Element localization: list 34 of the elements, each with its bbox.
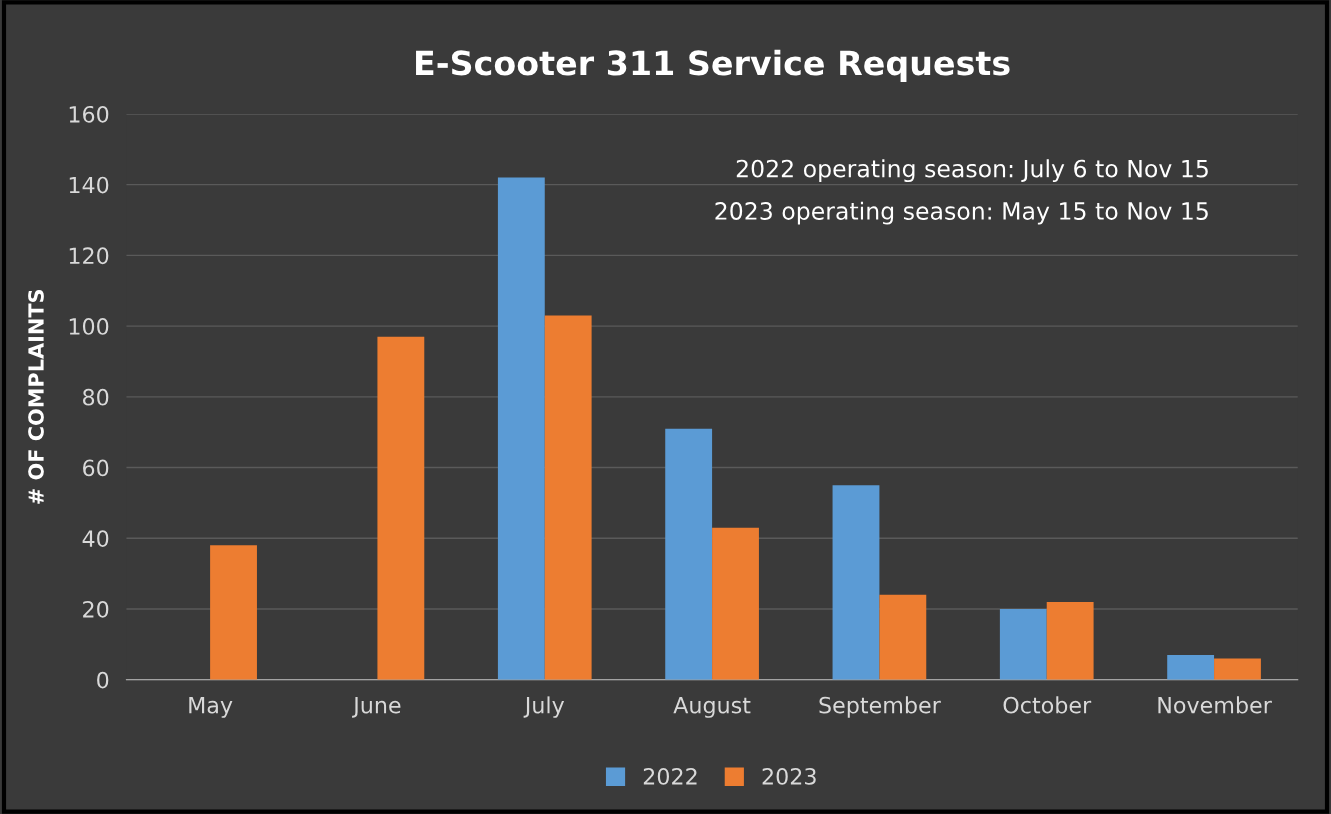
y-tick-label: 120 bbox=[69, 247, 109, 265]
y-tick-label: 140 bbox=[69, 176, 109, 194]
bar bbox=[497, 177, 545, 680]
legend-label: 2022 bbox=[643, 767, 697, 785]
y-tick-label: 80 bbox=[83, 388, 109, 406]
x-tick-label: August bbox=[673, 697, 751, 718]
bar bbox=[377, 336, 425, 680]
annotation: 2023 operating season: May 15 to Nov 15 bbox=[715, 201, 1208, 225]
y-tick-label: 160 bbox=[69, 105, 109, 123]
bar bbox=[544, 315, 592, 680]
y-tick-label: 40 bbox=[82, 530, 109, 548]
x-tick-label: June bbox=[352, 697, 401, 718]
bar bbox=[712, 527, 759, 680]
annotation: 2022 operating season: July 6 to Nov 15 bbox=[736, 159, 1208, 183]
bar bbox=[1167, 654, 1215, 680]
bar bbox=[1214, 658, 1261, 680]
y-axis-title: # OF COMPLAINTS bbox=[28, 290, 44, 504]
legend-label: 2023 bbox=[762, 767, 816, 785]
x-tick-label: July bbox=[523, 696, 565, 718]
bar bbox=[665, 428, 713, 680]
chart-title: E-Scooter 311 Service Requests bbox=[416, 49, 1010, 82]
bar bbox=[832, 485, 880, 680]
y-tick-label: 0 bbox=[97, 671, 109, 689]
y-tick-label: 60 bbox=[83, 459, 109, 477]
x-tick-label: November bbox=[1158, 696, 1272, 714]
x-tick-label: May bbox=[189, 697, 233, 718]
y-tick-label: 100 bbox=[69, 318, 109, 335]
bar bbox=[999, 608, 1047, 680]
bar bbox=[1046, 601, 1094, 680]
x-tick-label: October bbox=[1003, 696, 1092, 714]
y-tick-label: 20 bbox=[83, 600, 109, 618]
bar bbox=[210, 545, 257, 680]
bar bbox=[879, 594, 927, 680]
x-tick-label: September bbox=[819, 696, 941, 718]
